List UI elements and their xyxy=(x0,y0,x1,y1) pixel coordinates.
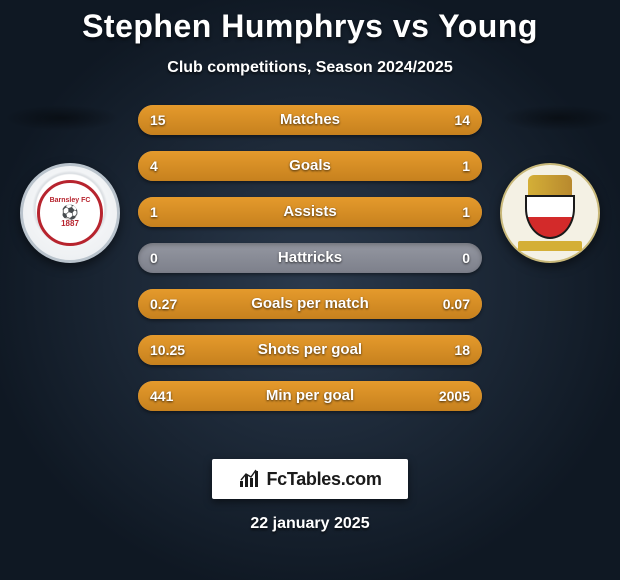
stat-label: Goals per match xyxy=(138,289,482,319)
player-shadow-left xyxy=(4,105,120,131)
stat-label: Matches xyxy=(138,105,482,135)
stat-row: Matches15 14 xyxy=(138,105,482,135)
player-shadow-right xyxy=(500,105,616,131)
stat-value-right: 0 xyxy=(462,243,470,273)
stat-label: Assists xyxy=(138,197,482,227)
stat-label: Hattricks xyxy=(138,243,482,273)
stat-value-left: 15 xyxy=(150,105,166,135)
page-subtitle: Club competitions, Season 2024/2025 xyxy=(0,59,620,77)
stat-value-left: 0.27 xyxy=(150,289,177,319)
snapshot-date: 22 january 2025 xyxy=(0,515,620,533)
stat-value-left: 0 xyxy=(150,243,158,273)
stat-row: Assists1 1 xyxy=(138,197,482,227)
stat-value-left: 4 xyxy=(150,151,158,181)
page-title: Stephen Humphrys vs Young xyxy=(0,0,620,45)
stat-label: Min per goal xyxy=(138,381,482,411)
stat-value-right: 14 xyxy=(454,105,470,135)
stat-value-right: 1 xyxy=(462,197,470,227)
club-badge-left: Barnsley FC ⚽ 1887 xyxy=(20,163,120,263)
club-badge-left-inner: Barnsley FC ⚽ 1887 xyxy=(37,180,103,246)
stat-value-left: 10.25 xyxy=(150,335,185,365)
stat-row: Hattricks0 0 xyxy=(138,243,482,273)
stat-row: Goals per match0.27 0.07 xyxy=(138,289,482,319)
fctables-bars-icon xyxy=(238,469,260,489)
fctables-logo: FcTables.com xyxy=(212,459,408,499)
stat-value-left: 1 xyxy=(150,197,158,227)
stat-row: Min per goal441 2005 xyxy=(138,381,482,411)
comparison-stage: Barnsley FC ⚽ 1887 Matches1514Goals41Ass… xyxy=(0,105,620,445)
stat-label: Goals xyxy=(138,151,482,181)
club-badge-right xyxy=(500,163,600,263)
stat-value-right: 2005 xyxy=(439,381,470,411)
fctables-logo-text: FcTables.com xyxy=(266,469,381,490)
stat-value-right: 18 xyxy=(454,335,470,365)
stat-label: Shots per goal xyxy=(138,335,482,365)
stat-value-right: 0.07 xyxy=(443,289,470,319)
stat-row: Goals4 1 xyxy=(138,151,482,181)
stat-value-right: 1 xyxy=(462,151,470,181)
club-crest-right xyxy=(515,173,585,253)
stat-bars-container: Matches1514Goals41Assists11Hattricks00Go… xyxy=(138,105,482,427)
club-year-left: 1887 xyxy=(61,220,79,229)
stat-row: Shots per goal10.25 18 xyxy=(138,335,482,365)
stat-value-left: 441 xyxy=(150,381,173,411)
